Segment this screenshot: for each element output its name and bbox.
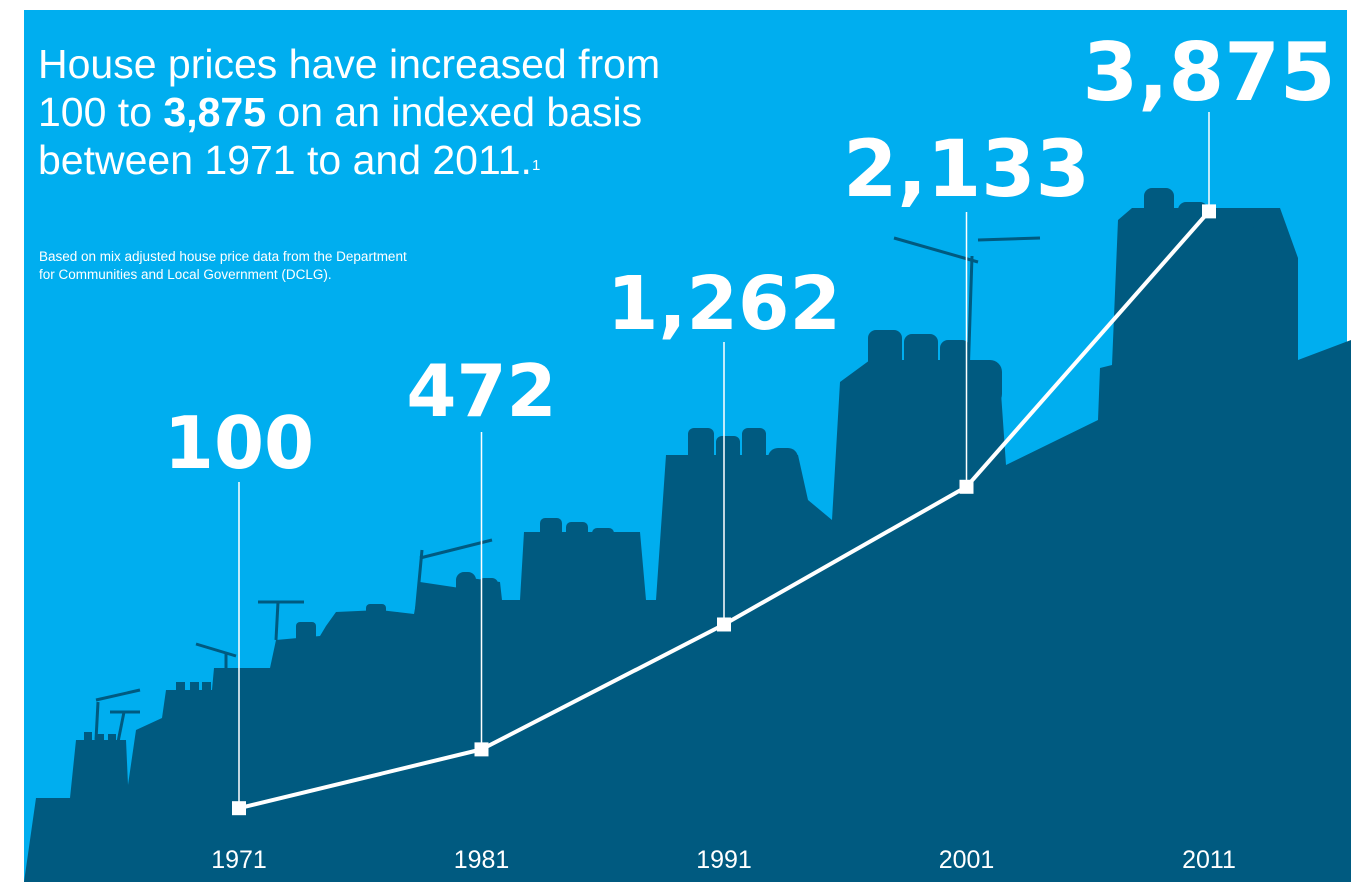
chimney-pot <box>296 622 316 642</box>
chimney-pot <box>618 536 640 552</box>
chimney-pot <box>904 334 938 372</box>
headline-line2-pre: 100 to <box>38 89 164 135</box>
value-label-1981: 472 <box>406 349 556 433</box>
chimney-pot <box>688 428 714 462</box>
chimney-pot <box>84 732 92 744</box>
chimney-pot <box>1178 202 1208 232</box>
chimney-pot <box>108 734 116 744</box>
chimney-pot <box>592 528 614 546</box>
drop-lines <box>238 112 1210 809</box>
chimney-pot <box>190 682 199 694</box>
value-label-1991: 1,262 <box>607 261 841 347</box>
chimney-pot <box>768 448 798 488</box>
source-note-line2: for Communities and Local Government (DC… <box>39 267 332 282</box>
x-tick-label-2001: 2001 <box>939 846 995 874</box>
value-label-2001: 2,133 <box>843 125 1090 215</box>
source-note: Based on mix adjusted house price data f… <box>39 248 539 284</box>
rooftop-silhouette <box>24 188 1351 882</box>
chimney-pot <box>1214 218 1244 242</box>
chimney-pot <box>940 340 970 374</box>
data-point-2011 <box>1202 204 1216 219</box>
data-points <box>232 204 1216 816</box>
headline-line3: between 1971 to and 2011. <box>38 137 532 183</box>
chimney-pot <box>96 734 104 744</box>
chimney-pot <box>868 330 902 372</box>
source-note-line1: Based on mix adjusted house price data f… <box>39 249 407 264</box>
x-tick-label-1971: 1971 <box>211 846 267 874</box>
tv-aerials <box>94 236 1041 743</box>
chimney-pot <box>386 612 400 622</box>
value-label-1971: 100 <box>164 401 314 485</box>
chimney-pot <box>202 682 211 694</box>
data-point-1991 <box>717 617 731 632</box>
chimney-pot <box>1144 188 1174 228</box>
footnote-mark: 1 <box>531 157 541 174</box>
data-point-2001 <box>959 479 974 494</box>
value-label-2011: 3,875 <box>1082 26 1335 119</box>
x-axis-labels: 1971 1981 1991 2001 2011 <box>211 846 1236 874</box>
data-point-1971 <box>232 801 246 816</box>
chimney-pot <box>176 682 185 694</box>
x-tick-label-1981: 1981 <box>454 846 510 874</box>
chimney-pot <box>1250 226 1282 256</box>
headline-line1: House prices have increased from <box>38 41 661 87</box>
chimney-pot <box>366 604 386 618</box>
x-tick-label-2011: 2011 <box>1182 846 1236 874</box>
chimney-pot <box>478 578 498 598</box>
chimney-pot <box>716 436 740 464</box>
chimney-pot <box>566 522 588 542</box>
headline-line2-post: on an indexed basis <box>266 89 643 135</box>
frame-top <box>0 0 1351 10</box>
headline: House prices have increased from 100 to … <box>38 40 818 184</box>
chimney-pot <box>968 360 1002 406</box>
data-point-1981 <box>474 742 489 757</box>
headline-highlight: 3,875 <box>163 89 266 135</box>
chimney-pot <box>456 572 476 598</box>
x-tick-label-1991: 1991 <box>696 846 752 874</box>
chimney-pot <box>540 518 562 540</box>
chimney-pot <box>742 428 766 464</box>
frame-left <box>0 0 24 882</box>
